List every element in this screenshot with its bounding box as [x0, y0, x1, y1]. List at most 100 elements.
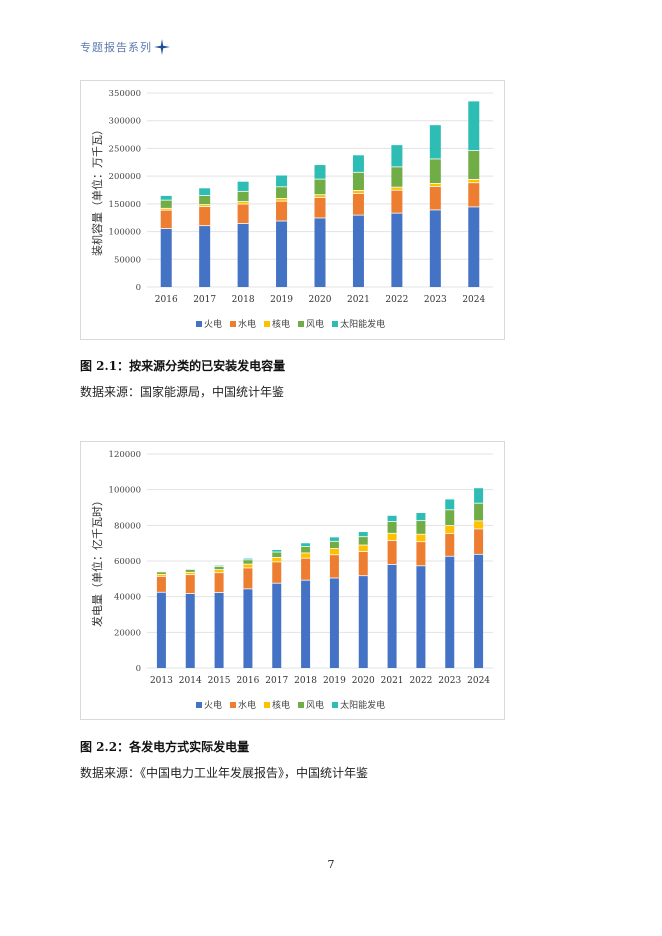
- bar-segment: [474, 554, 484, 668]
- bar-segment: [272, 561, 282, 584]
- bar-segment: [387, 515, 397, 522]
- legend-label: 风电: [306, 701, 325, 711]
- bar-segment: [358, 575, 368, 668]
- x-tick-label: 2017: [193, 295, 216, 305]
- bar-stack-2020: [314, 165, 326, 287]
- legend-label: 水电: [238, 320, 257, 330]
- bar-segment: [391, 190, 403, 214]
- bar-stack-2021: [352, 155, 364, 287]
- bar-segment: [237, 191, 249, 202]
- bar-segment: [445, 509, 455, 526]
- chart-plot: 0 50000 100000 150000 200000 250000 300000 3500…: [90, 89, 493, 305]
- bar-segment: [352, 215, 364, 287]
- bar-segment: [468, 101, 480, 151]
- bar-segment: [160, 208, 172, 211]
- bar-stack-2024: [468, 101, 480, 287]
- legend-item: 风电: [298, 317, 324, 330]
- bar-segment: [468, 179, 480, 183]
- bar-segment: [429, 158, 441, 184]
- bar-segment: [156, 574, 166, 577]
- bar-segment: [301, 558, 311, 581]
- y-tick-label: 250000: [109, 144, 141, 154]
- figure-source: 数据来源：国家能源局，中国统计年鉴: [80, 385, 285, 399]
- bar-segment: [199, 188, 211, 196]
- x-tick-label: 2024: [467, 676, 490, 686]
- bar-segment: [301, 546, 311, 553]
- y-tick-label: 40000: [114, 593, 141, 603]
- chart-legend: 火电 水电 核电 风电 太阳能发电: [196, 698, 385, 711]
- bar-segment: [416, 520, 426, 535]
- bar-stack-2017: [272, 549, 282, 668]
- x-tick-label: 2019: [323, 676, 346, 686]
- x-tick-label: 2021: [381, 676, 404, 686]
- legend-label: 火电: [204, 701, 223, 711]
- bar-segment: [416, 534, 426, 542]
- bar-segment: [243, 559, 253, 565]
- legend-item: 核电: [264, 317, 290, 330]
- bar-segment: [237, 201, 249, 205]
- bar-segment: [416, 541, 426, 566]
- bar-segment: [314, 179, 326, 195]
- legend-swatch: [298, 701, 305, 708]
- bar-segment: [391, 166, 403, 188]
- bar-segment: [199, 204, 211, 207]
- bar-segment: [352, 193, 364, 216]
- legend-label: 水电: [238, 701, 257, 711]
- bar-segment: [429, 183, 441, 187]
- bar-segment: [185, 572, 195, 575]
- bar-stack-2024: [474, 488, 484, 668]
- bar-segment: [156, 571, 166, 575]
- x-tick-label: 2014: [179, 676, 202, 686]
- bar-segment: [329, 541, 339, 549]
- bar-segment: [214, 569, 224, 573]
- legend-swatch: [332, 320, 339, 327]
- four-point-star-icon: [154, 39, 170, 55]
- bar-stack-2019: [329, 537, 339, 668]
- y-tick-label: 100000: [109, 228, 141, 238]
- legend-label: 风电: [306, 320, 325, 330]
- legend-item: 太阳能发电: [332, 317, 385, 330]
- bar-segment: [301, 552, 311, 559]
- x-tick-label: 2015: [208, 676, 231, 686]
- legend-item: 火电: [196, 698, 222, 711]
- bar-segment: [358, 532, 368, 537]
- bar-segment: [199, 206, 211, 226]
- x-tick-label: 2020: [352, 676, 375, 686]
- y-axis-label: 装机容量（单位：万千瓦）: [90, 124, 104, 256]
- y-tick-label: 20000: [114, 628, 141, 638]
- bar-segment: [445, 525, 455, 534]
- y-axis-label: 发电量（单位：亿千瓦时）: [90, 495, 104, 627]
- legend-label: 太阳能发电: [340, 701, 386, 711]
- bar-segment: [352, 190, 364, 194]
- bar-stack-2015: [214, 565, 224, 668]
- y-tick-label: 300000: [109, 117, 141, 127]
- bar-segment: [387, 533, 397, 541]
- x-tick-label: 2024: [462, 295, 485, 305]
- bar-segment: [314, 165, 326, 180]
- bar-segment: [243, 588, 253, 668]
- x-tick-label: 2018: [232, 295, 255, 305]
- x-tick-label: 2016: [155, 295, 178, 305]
- bar-segment: [237, 223, 249, 287]
- legend-swatch: [332, 701, 339, 708]
- bar-segment: [185, 569, 195, 573]
- bar-segment: [474, 488, 484, 504]
- legend-item: 太阳能发电: [332, 698, 385, 711]
- x-tick-label: 2022: [385, 295, 408, 305]
- bar-segment: [214, 566, 224, 570]
- bar-segment: [272, 583, 282, 668]
- chart-legend: 火电 水电 核电 风电 太阳能发电: [196, 317, 385, 330]
- legend-label: 核电: [272, 701, 291, 711]
- bar-segment: [429, 186, 441, 210]
- bar-segment: [160, 200, 172, 209]
- bar-segment: [391, 145, 403, 167]
- bar-segment: [416, 565, 426, 668]
- bar-segment: [156, 576, 166, 593]
- bar-segment: [314, 197, 326, 218]
- y-tick-label: 60000: [114, 557, 141, 567]
- bar-segment: [276, 221, 288, 287]
- legend-swatch: [196, 320, 202, 327]
- legend-swatch: [196, 701, 202, 708]
- bar-segment: [468, 182, 480, 207]
- x-tick-label: 2017: [265, 676, 288, 686]
